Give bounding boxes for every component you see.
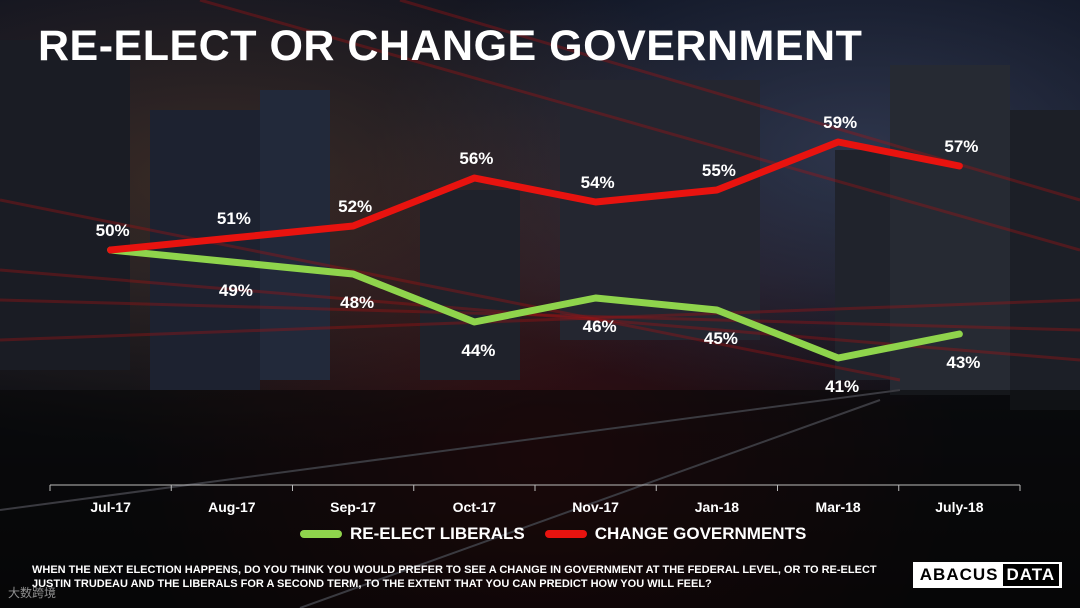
data-label-change: 51%: [217, 209, 251, 228]
series-line-reelect[interactable]: [107, 246, 963, 362]
legend-label-change: CHANGE GOVERNMENTS: [594, 524, 807, 543]
data-labels: 49% 48% 44% 46% 45% 41% 43% 50% 51% 52% 56% 54% 55% 5…: [96, 113, 981, 396]
abacus-data-logo[interactable]: ABACUS DATA: [913, 562, 1062, 588]
data-label-change: 52%: [338, 197, 372, 216]
x-tick-label: Oct-17: [453, 499, 497, 515]
data-label-reelect: 48%: [340, 293, 374, 312]
legend-item-change[interactable]: CHANGE GOVERNMENTS: [544, 524, 807, 544]
x-axis-ticks: [49, 485, 1021, 491]
legend-swatch-change: [544, 530, 587, 538]
data-label-change: 56%: [459, 149, 493, 168]
x-tick-label: Aug-17: [208, 499, 256, 515]
data-label-change: 59%: [823, 113, 857, 132]
data-label-reelect: 49%: [219, 281, 253, 300]
series-lines: [107, 138, 963, 362]
x-tick-label: July-18: [935, 499, 983, 515]
data-label-reelect: 45%: [704, 329, 738, 348]
x-tick-label: Jul-17: [90, 499, 131, 515]
x-axis-tick-labels: Jul-17 Aug-17 Sep-17 Oct-17 Nov-17 Jan-18 Mar-…: [90, 499, 983, 515]
legend-label-reelect: RE-ELECT LIBERALS: [350, 524, 525, 543]
data-label-change: 50%: [96, 221, 130, 240]
legend: RE-ELECT LIBERALS CHANGE GOVERNMENTS: [300, 524, 826, 544]
data-label-change: 54%: [581, 173, 615, 192]
x-tick-label: Sep-17: [330, 499, 376, 515]
data-label-reelect: 46%: [583, 317, 617, 336]
logo-text-data: DATA: [1002, 564, 1060, 586]
data-label-change: 57%: [944, 137, 978, 156]
x-tick-label: Jan-18: [695, 499, 740, 515]
x-tick-label: Nov-17: [572, 499, 619, 515]
data-label-reelect: 43%: [946, 353, 980, 372]
series-line-change[interactable]: [107, 138, 963, 254]
data-label-reelect: 44%: [461, 341, 495, 360]
watermark: 大数跨境: [8, 586, 57, 600]
legend-swatch-reelect: [300, 530, 342, 538]
legend-item-reelect[interactable]: RE-ELECT LIBERALS: [300, 524, 525, 544]
logo-text-abacus: ABACUS: [919, 565, 999, 584]
x-tick-label: Mar-18: [816, 499, 861, 515]
data-label-reelect: 41%: [825, 377, 859, 396]
chart-title: RE-ELECT OR CHANGE GOVERNMENT: [38, 22, 863, 70]
survey-question: WHEN THE NEXT ELECTION HAPPENS, DO YOU T…: [32, 564, 877, 590]
data-label-change: 55%: [702, 161, 736, 180]
